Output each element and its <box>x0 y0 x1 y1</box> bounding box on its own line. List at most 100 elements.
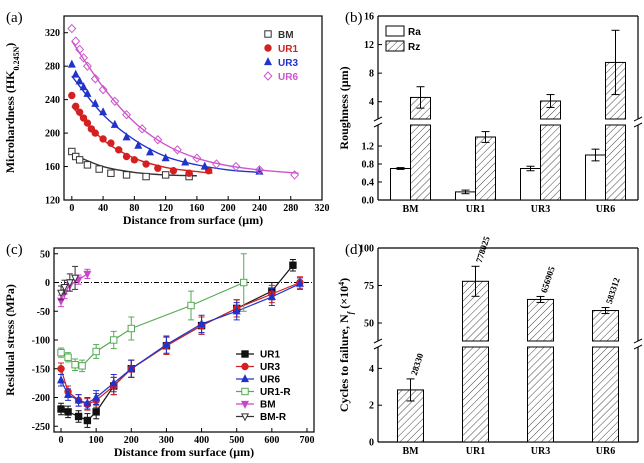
x-axis-label: Distance from surface (μm) <box>123 213 263 227</box>
y-tick-label: 280 <box>45 62 60 73</box>
x-tick-label: UR6 <box>596 446 615 457</box>
bar-Rz <box>475 136 496 201</box>
data-point-UR3 <box>122 132 131 141</box>
bar-Ra <box>390 168 411 201</box>
axis-break-mark <box>633 122 643 128</box>
data-point-UR1 <box>154 164 162 172</box>
panel-a-microhardness: (a) 0 40 80 120 160 200 240 280 320 120 160 200 240 28… <box>3 10 330 227</box>
bar-cycles <box>527 298 554 342</box>
data-point-UR6 <box>153 135 163 145</box>
y-tick-label: 0 <box>369 438 374 449</box>
plot-frame <box>63 15 323 201</box>
y-tick-label: 240 <box>45 95 60 106</box>
data-point-UR6 <box>67 23 77 34</box>
legend-marker-UR1-R <box>241 387 249 396</box>
legend-marker-UR6 <box>263 71 273 81</box>
axis-break-mark <box>373 122 383 128</box>
data-point-UR3 <box>181 157 190 166</box>
x-tick-label: 280 <box>283 203 298 214</box>
data-point-UR1 <box>64 408 72 416</box>
data-point-UR1-R <box>64 353 72 361</box>
legend-label-BM: BM <box>260 400 276 411</box>
data-point-UR3 <box>110 119 119 128</box>
y-tick-label: 120 <box>45 196 60 207</box>
data-point-UR3 <box>83 88 92 97</box>
legend-label-UR1: UR1 <box>260 350 280 361</box>
data-point-UR1 <box>79 114 88 122</box>
data-point-UR6 <box>92 392 101 401</box>
panel-b-roughness: (b) 4 8 12 16 0.0 0.4 0.8 1.2 Roughness (μm) BM UR1… <box>337 10 643 215</box>
y-axis-label: Roughness (μm) <box>337 66 351 149</box>
value-annotation: 583312 <box>604 276 622 305</box>
data-point-UR6 <box>254 165 264 175</box>
data-point-BM-R <box>71 274 80 283</box>
data-point-UR6 <box>71 36 81 46</box>
data-point-BM <box>68 147 76 156</box>
legend-swatch-Rz <box>385 40 405 52</box>
data-point-UR6 <box>172 145 182 155</box>
x-tick-label: 300 <box>159 435 174 446</box>
y-tick-label: 4 <box>369 364 374 375</box>
data-point-UR1 <box>68 91 76 100</box>
x-tick-label: 100 <box>89 435 104 446</box>
legend-label-Rz: Rz <box>408 42 420 53</box>
legend-marker-UR3 <box>263 57 273 66</box>
data-point-UR1 <box>130 156 139 164</box>
data-point-UR3 <box>145 147 155 156</box>
legend-label-UR1: UR1 <box>278 44 298 55</box>
x-tick-label: UR1 <box>466 204 485 215</box>
legend-marker-UR3 <box>241 362 249 371</box>
y-tick-label: 100 <box>359 244 374 255</box>
data-point-UR6 <box>74 395 83 404</box>
bar-cycles <box>592 310 619 342</box>
data-point-UR1-R <box>71 361 79 369</box>
data-point-UR3 <box>91 98 100 107</box>
panel-label: (b) <box>345 10 363 26</box>
axis-break-mark <box>373 344 383 350</box>
data-point-UR6 <box>79 53 89 63</box>
bar-Ra <box>520 168 541 201</box>
x-tick-label: 500 <box>229 435 244 446</box>
data-point-UR1 <box>99 135 107 143</box>
y-tick-label: 16 <box>364 12 374 23</box>
y-tick-label: -150 <box>32 364 50 375</box>
data-point-UR1 <box>72 102 80 111</box>
data-point-UR1 <box>122 152 131 161</box>
y-tick-label: 200 <box>45 129 60 140</box>
axis-break-mark <box>633 344 643 350</box>
value-annotation: 778025 <box>474 235 492 264</box>
data-point-UR1 <box>91 129 99 137</box>
y-tick-label: 4 <box>369 97 374 108</box>
data-point-UR6 <box>267 291 276 300</box>
data-point-UR1 <box>83 119 92 127</box>
data-point-UR6 <box>295 278 304 287</box>
axis-break-mark <box>373 116 383 122</box>
data-point-UR6 <box>127 363 136 372</box>
data-point-UR1 <box>83 416 92 425</box>
data-point-UR1 <box>289 261 297 269</box>
legend-label-UR3: UR3 <box>278 58 298 69</box>
y-tick-label: -100 <box>32 336 50 347</box>
data-point-UR1 <box>185 169 193 177</box>
data-point-UR1-R <box>57 348 65 357</box>
data-point-UR1 <box>107 139 115 147</box>
data-point-UR6 <box>64 389 73 398</box>
data-point-UR3 <box>99 107 108 116</box>
data-point-UR6 <box>90 74 100 84</box>
legend-label-UR6: UR6 <box>278 72 298 83</box>
legend-marker-BM <box>240 400 250 409</box>
legend-marker-UR6 <box>240 374 250 383</box>
y-tick-label: 0.0 <box>362 196 375 207</box>
data-point-UR6 <box>57 375 66 384</box>
data-point-UR3 <box>71 69 80 78</box>
data-point-UR1 <box>92 408 100 416</box>
x-tick-label: 400 <box>194 435 209 446</box>
y-tick-label: 2 <box>369 401 374 412</box>
data-point-UR6 <box>110 96 120 107</box>
value-annotation: 28330 <box>409 352 426 377</box>
x-tick-label: 240 <box>252 203 267 214</box>
legend-label-UR3: UR3 <box>260 362 280 373</box>
data-point-UR6 <box>197 318 206 327</box>
legend-swatch-Ra <box>385 25 405 37</box>
